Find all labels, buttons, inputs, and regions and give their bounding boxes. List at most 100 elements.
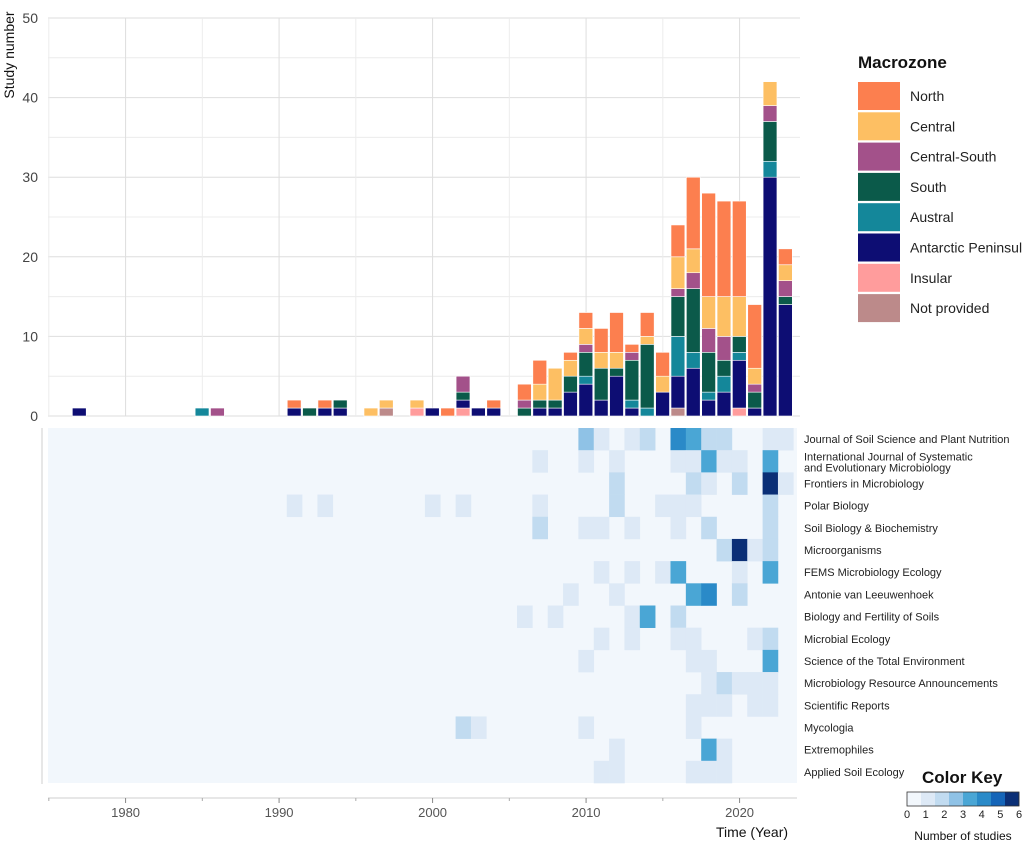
bar-segment bbox=[332, 407, 348, 417]
bar-segment bbox=[670, 256, 686, 289]
bar-segment bbox=[778, 264, 793, 281]
bar-segment bbox=[547, 367, 563, 401]
journal-label: Applied Soil Ecology bbox=[804, 767, 905, 779]
heatmap-cell bbox=[762, 472, 779, 495]
heatmap-cell bbox=[685, 627, 702, 651]
color-key-tick-label: 2 bbox=[941, 809, 947, 821]
bar-segment bbox=[762, 105, 778, 122]
bar-segment bbox=[686, 367, 701, 417]
bar-segment bbox=[532, 399, 547, 409]
bar-segment bbox=[624, 407, 640, 417]
journal-label: Biology and Fertility of Soils bbox=[804, 612, 940, 624]
heatmap-cell bbox=[701, 516, 717, 540]
heatmap-cell bbox=[578, 716, 595, 739]
color-key-tick-label: 5 bbox=[997, 809, 1003, 821]
bar-segment bbox=[778, 280, 793, 297]
heatmap-panel: Journal of Soil Science and Plant Nutrit… bbox=[41, 428, 1009, 820]
bar-segment bbox=[379, 407, 394, 417]
heatmap-cell bbox=[716, 428, 733, 451]
heatmap-cell bbox=[685, 450, 702, 473]
heatmap-cell bbox=[701, 672, 717, 695]
x-axis-label: Time (Year) bbox=[716, 824, 788, 840]
bar-segment bbox=[547, 399, 563, 409]
heatmap-cell bbox=[762, 538, 779, 562]
bar-segment bbox=[655, 391, 670, 417]
heatmap-cell bbox=[639, 605, 656, 628]
bar-segment bbox=[762, 176, 778, 417]
bar-segment bbox=[455, 391, 471, 401]
heatmap-cell bbox=[716, 738, 733, 762]
y-tick-label: 20 bbox=[22, 249, 38, 265]
legend-label: South bbox=[910, 179, 947, 195]
heatmap-cell bbox=[716, 450, 733, 473]
color-key-border bbox=[906, 791, 1020, 807]
bar-segment bbox=[486, 399, 501, 409]
heatmap-cell bbox=[593, 428, 610, 451]
heatmap-cell bbox=[685, 472, 702, 495]
heatmap-cell bbox=[731, 672, 748, 695]
journal-label: Mycologia bbox=[804, 723, 854, 735]
bar-segment bbox=[732, 200, 747, 297]
heatmap-cell bbox=[747, 538, 763, 562]
bar-segment bbox=[778, 296, 793, 305]
heatmap-cell bbox=[670, 627, 687, 651]
heatmap-cell bbox=[685, 716, 702, 739]
bar-segment bbox=[686, 352, 701, 369]
color-key-tick-label: 6 bbox=[1016, 809, 1022, 821]
bar-segment bbox=[563, 391, 578, 417]
bar-segment bbox=[639, 312, 655, 337]
legend-swatch bbox=[858, 263, 900, 292]
legend-swatch bbox=[858, 294, 900, 323]
heatmap-cell bbox=[624, 428, 641, 451]
heatmap-cell bbox=[578, 516, 595, 540]
bar-segment bbox=[747, 383, 762, 393]
heatmap-cell bbox=[639, 428, 656, 451]
bar-segment bbox=[455, 375, 471, 393]
bar-segment bbox=[425, 407, 440, 417]
heatmap-cell bbox=[747, 672, 763, 695]
heatmap-cell bbox=[685, 494, 702, 518]
bar-segment bbox=[563, 359, 578, 377]
bar-segment bbox=[670, 407, 686, 417]
heatmap-cell bbox=[716, 760, 733, 784]
bar-segment bbox=[670, 224, 686, 258]
legend-swatch bbox=[858, 203, 900, 232]
heatmap-cell bbox=[701, 694, 717, 717]
heatmap-cell bbox=[747, 627, 763, 651]
color-key-swatch bbox=[949, 792, 964, 806]
heatmap-cell bbox=[747, 694, 763, 717]
color-key-tick-label: 3 bbox=[960, 809, 966, 821]
color-key-swatch bbox=[977, 792, 992, 806]
bar-segment bbox=[686, 176, 701, 250]
bar-segment bbox=[286, 407, 302, 417]
heatmap-cell bbox=[670, 516, 687, 540]
bar-segment bbox=[762, 81, 778, 106]
bar-segment bbox=[670, 336, 686, 377]
journal-label: Science of the Total Environment bbox=[804, 656, 965, 668]
bar-segment bbox=[732, 352, 747, 361]
journal-label: Microbiology Resource Announcements bbox=[804, 678, 998, 690]
journal-label: Polar Biology bbox=[804, 501, 869, 513]
journal-label: International Journal of Systematic bbox=[804, 451, 973, 463]
heatmap-cell bbox=[701, 472, 717, 495]
heatmap-cell bbox=[670, 605, 687, 628]
bar-segment bbox=[701, 296, 716, 329]
bar-segment bbox=[670, 288, 686, 297]
heatmap-cell bbox=[762, 672, 779, 695]
legend-label: North bbox=[910, 88, 944, 104]
x-tick-label: 1990 bbox=[265, 805, 294, 820]
heatmap-cell bbox=[593, 561, 610, 584]
bar-segment bbox=[716, 200, 732, 297]
bar-segment bbox=[624, 344, 640, 353]
bar-segment bbox=[593, 352, 609, 369]
heatmap-cell bbox=[685, 583, 702, 606]
bar-segment bbox=[517, 399, 532, 409]
bar-segment bbox=[578, 375, 594, 385]
heatmap-cell bbox=[532, 450, 548, 473]
bar-segment bbox=[72, 407, 87, 417]
bar-segment bbox=[194, 407, 210, 417]
journal-label: FEMS Microbiology Ecology bbox=[804, 567, 942, 579]
heatmap-cell bbox=[470, 716, 487, 739]
heatmap-cell bbox=[655, 494, 671, 518]
